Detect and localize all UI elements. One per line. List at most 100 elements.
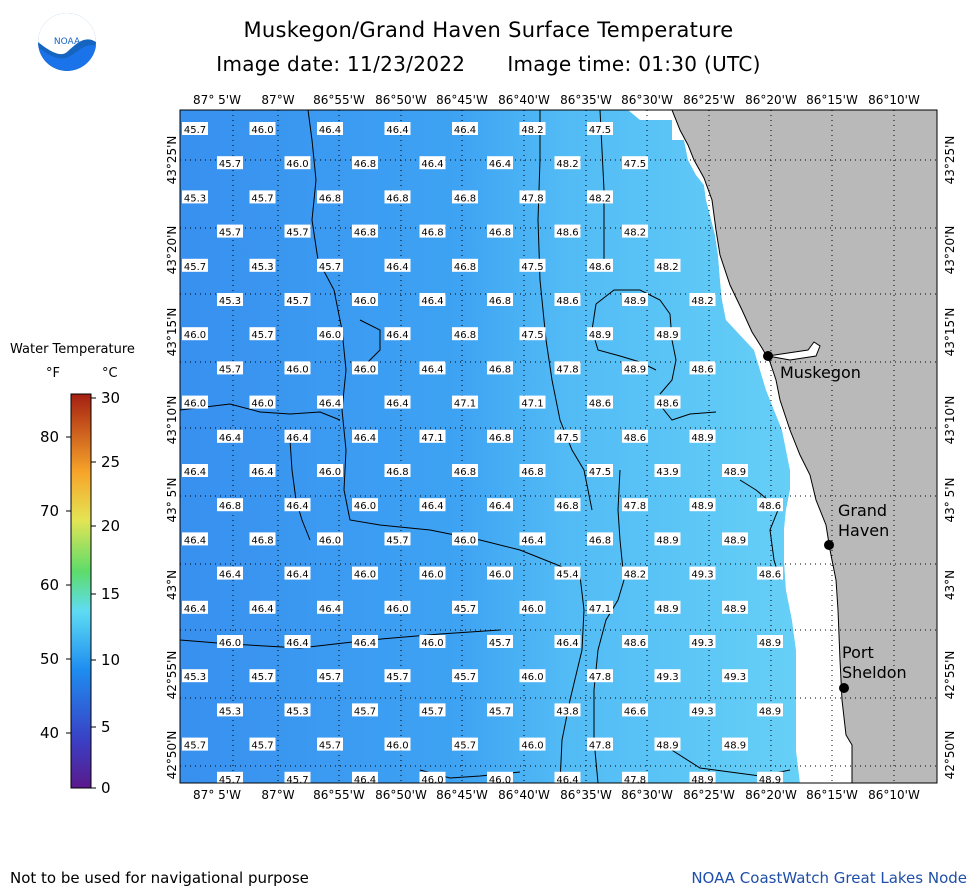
temp-label: 46.4 [286, 501, 308, 512]
temp-label: 46.0 [251, 125, 273, 136]
temp-label: 46.8 [489, 296, 511, 307]
temperature-map: 45.7 46.0 46.4 46.4 46.4 48.2 47.5 45.7 46.0 46.8… [66, 93, 957, 802]
temp-label-bg [757, 635, 783, 648]
temp-label-bg [622, 703, 648, 717]
temp-label: 47.1 [589, 604, 611, 615]
temp-label-bg [249, 327, 276, 341]
temp-label-bg [587, 532, 613, 546]
legend-c-tick: 20 [101, 517, 121, 535]
temp-label: 48.6 [759, 501, 781, 512]
temp-label: 46.8 [454, 467, 476, 478]
temp-label: 47.8 [624, 501, 646, 512]
temp-label: 47.5 [589, 467, 611, 478]
temp-label-bg [722, 532, 748, 546]
temp-label: 48.9 [691, 433, 713, 444]
temp-label: 45.3 [286, 706, 308, 717]
temp-label-bg [384, 669, 411, 683]
temp-label-bg [689, 429, 716, 443]
temp-label-bg [452, 737, 478, 751]
lon-label: 86°10'W [868, 788, 920, 802]
temp-label-bg [317, 464, 343, 477]
temp-label: 46.4 [286, 570, 308, 581]
temp-label: 46.0 [521, 672, 543, 683]
temp-label-bg [249, 122, 276, 135]
lon-label: 87°W [261, 93, 294, 107]
lat-labels-right: 43°25'N 43°20'N 43°15'N 43°10'N 43° 5'N … [943, 136, 957, 780]
lon-label: 86°50'W [375, 93, 427, 107]
temp-label-bg [419, 566, 446, 580]
map-title: Muskegon/Grand Haven Surface Temperature [243, 18, 734, 42]
temp-label: 46.4 [354, 638, 376, 649]
temp-label: 49.3 [691, 570, 713, 581]
temp-label-bg [182, 258, 208, 272]
temp-label: 45.3 [184, 672, 206, 683]
lon-label: 86°40'W [498, 788, 550, 802]
temp-label-bg [487, 703, 513, 717]
temp-label: 47.1 [421, 433, 443, 444]
temp-label-bg [519, 122, 546, 135]
temp-label: 47.5 [556, 433, 578, 444]
temp-label-bg [519, 395, 546, 409]
temp-label-bg [249, 190, 276, 204]
lat-label: 42°55'N [943, 651, 957, 700]
temp-label: 46.0 [319, 330, 341, 341]
temp-label-bg [419, 293, 446, 306]
temp-label-bg [689, 293, 716, 306]
temp-label: 46.0 [184, 399, 206, 410]
temp-label: 46.0 [286, 364, 308, 375]
disclaimer: Not to be used for navigational purpose [10, 869, 309, 887]
lat-labels-left: 43°25'N 43°20'N 43°15'N 43°10'N 43° 5'N … [165, 136, 179, 780]
temp-label-bg [182, 464, 208, 477]
temp-label-bg [217, 635, 243, 648]
temp-label: 45.3 [219, 706, 241, 717]
temp-label: 45.7 [354, 706, 376, 717]
temp-label: 47.8 [521, 193, 543, 204]
lat-label: 43°20'N [943, 226, 957, 275]
temp-label-bg [519, 737, 546, 751]
temp-label-bg [419, 703, 446, 717]
lat-label: 42°55'N [165, 651, 179, 700]
muskegon-marker [763, 351, 773, 361]
temp-label-bg [182, 737, 208, 751]
temp-label: 46.4 [386, 399, 408, 410]
lon-label: 86°10'W [868, 93, 920, 107]
temp-label-bg [487, 429, 513, 443]
temp-label-bg [182, 395, 208, 409]
temp-label-bg [317, 532, 343, 546]
temp-label-bg [622, 498, 648, 512]
temp-label: 45.7 [386, 535, 408, 546]
temp-label: 46.4 [319, 604, 341, 615]
temp-label: 46.8 [421, 228, 443, 239]
temp-label-bg [622, 566, 648, 580]
temp-label-bg [554, 224, 581, 238]
temp-label-bg [487, 156, 513, 170]
temp-label: 48.2 [656, 262, 678, 273]
temp-label-bg [587, 190, 613, 204]
temp-label: 47.8 [556, 364, 578, 375]
temp-label-bg [419, 429, 446, 443]
temp-label-bg [554, 635, 581, 648]
legend-f-tick: 50 [40, 650, 60, 668]
lon-label: 86°40'W [498, 93, 550, 107]
lat-label: 43°10'N [943, 396, 957, 445]
credit: NOAA CoastWatch Great Lakes Node [691, 869, 967, 887]
temp-label: 46.8 [521, 467, 543, 478]
temp-label-bg [284, 703, 311, 717]
temp-label-bg [249, 600, 276, 614]
temp-label: 48.6 [624, 433, 646, 444]
temp-label: 46.4 [219, 433, 241, 444]
temp-label: 46.4 [421, 364, 443, 375]
temp-label-bg [317, 327, 343, 341]
temp-label: 46.8 [489, 228, 511, 239]
temp-label-bg [419, 498, 446, 512]
temp-label: 48.9 [656, 604, 678, 615]
temp-label: 45.7 [454, 604, 476, 615]
lat-label: 43°25'N [943, 136, 957, 185]
temp-label: 46.0 [354, 501, 376, 512]
temp-label: 45.7 [286, 228, 308, 239]
lon-labels-top: 87° 5'W 87°W 86°55'W 86°50'W 86°45'W 86°… [193, 93, 920, 107]
temp-label: 47.8 [589, 672, 611, 683]
temp-label: 46.8 [386, 193, 408, 204]
temp-label: 45.7 [184, 741, 206, 752]
temp-label-bg [317, 122, 343, 135]
